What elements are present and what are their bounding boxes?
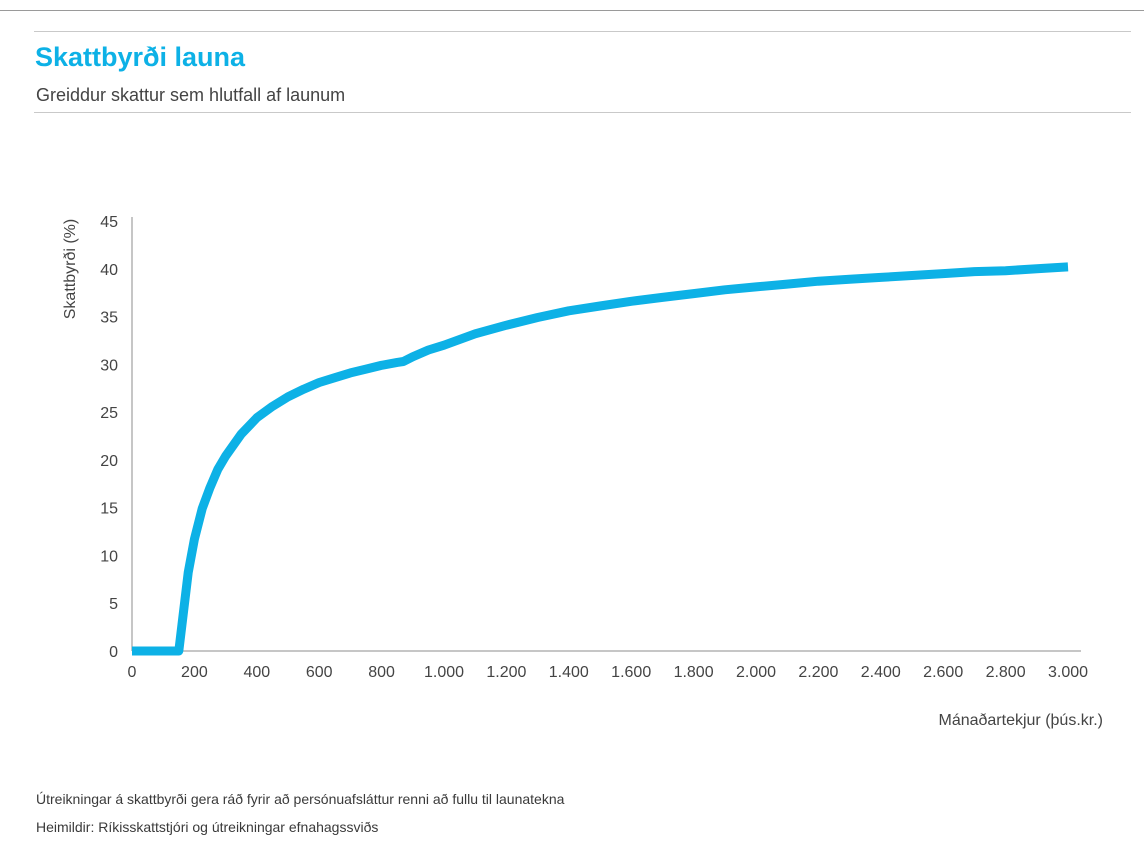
x-tick-label: 1.600 [611, 664, 651, 681]
y-tick-label: 45 [100, 214, 118, 231]
x-tick-label: 2.600 [923, 664, 963, 681]
y-tick-label: 30 [100, 357, 118, 374]
y-tick-label: 5 [109, 596, 118, 613]
x-tick-label: 2.200 [798, 664, 838, 681]
x-tick-label: 0 [128, 664, 137, 681]
chart-title: Skattbyrði launa [35, 42, 246, 72]
y-tick-label: 25 [100, 405, 118, 422]
x-tick-label: 400 [243, 664, 270, 681]
chart-subtitle: Greiddur skattur sem hlutfall af launum [36, 85, 346, 105]
y-tick-label: 10 [100, 548, 118, 565]
y-tick-label: 20 [100, 453, 118, 470]
y-tick-label: 35 [100, 310, 118, 327]
x-tick-label: 2.800 [986, 664, 1026, 681]
header-bottom-rule [34, 112, 1131, 113]
x-tick-label: 3.000 [1048, 664, 1088, 681]
top-rule [0, 10, 1144, 11]
footnote-sources: Heimildir: Ríkisskattstjóri og útreiknin… [36, 819, 379, 835]
x-tick-label: 1.400 [549, 664, 589, 681]
x-tick-label: 800 [368, 664, 395, 681]
y-tick-label: 15 [100, 501, 118, 518]
y-axis-label: Skattbyrði (%) [62, 219, 79, 319]
x-tick-label: 2.400 [861, 664, 901, 681]
series-line [132, 262, 1069, 656]
x-tick-label: 200 [181, 664, 208, 681]
x-tick-label: 1.800 [674, 664, 714, 681]
x-tick-label: 1.000 [424, 664, 464, 681]
header-top-rule [34, 31, 1131, 32]
x-axis-label: Mánaðartekjur (þús.kr.) [938, 712, 1103, 729]
y-tick-label: 0 [109, 644, 118, 661]
footnote-assumption: Útreikningar á skattbyrði gera ráð fyrir… [36, 791, 565, 807]
x-tick-label: 600 [306, 664, 333, 681]
x-tick-label: 2.000 [736, 664, 776, 681]
x-tick-label: 1.200 [486, 664, 526, 681]
y-tick-label: 40 [100, 262, 118, 279]
